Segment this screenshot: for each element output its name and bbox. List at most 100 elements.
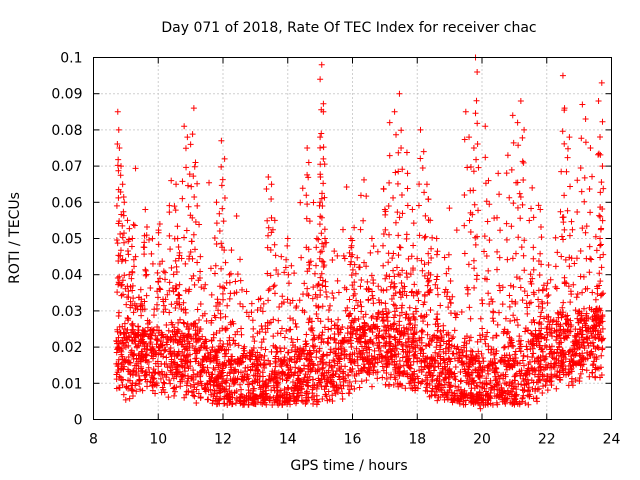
data-point: [428, 245, 435, 252]
data-point: [464, 164, 471, 171]
data-point: [187, 141, 194, 148]
data-point: [524, 292, 531, 299]
data-point: [392, 351, 399, 358]
data-point: [494, 401, 501, 408]
data-point: [172, 207, 179, 214]
data-point: [296, 297, 303, 304]
data-point: [254, 379, 261, 386]
data-point: [554, 309, 561, 316]
data-point: [401, 328, 408, 335]
data-point: [250, 387, 257, 394]
data-point: [202, 345, 209, 352]
data-point: [509, 112, 516, 119]
data-point: [303, 355, 310, 362]
data-point: [487, 400, 494, 407]
data-point: [375, 297, 382, 304]
data-point: [441, 254, 448, 261]
data-point: [589, 350, 596, 357]
data-point: [323, 293, 330, 300]
data-point: [447, 310, 454, 317]
data-point: [403, 149, 410, 156]
data-point: [195, 360, 202, 367]
data-point: [182, 260, 189, 267]
data-point: [318, 61, 325, 68]
data-point: [346, 386, 353, 393]
data-point: [567, 299, 574, 306]
data-point: [279, 401, 286, 408]
data-point: [499, 284, 506, 291]
data-point: [485, 177, 492, 184]
data-point: [418, 257, 425, 264]
data-point: [425, 196, 432, 203]
data-point: [285, 349, 292, 356]
data-point: [559, 304, 566, 311]
data-point: [311, 270, 318, 277]
data-point: [135, 327, 142, 334]
data-point: [407, 365, 414, 372]
data-point: [305, 394, 312, 401]
data-point: [448, 395, 455, 402]
data-point: [255, 368, 262, 375]
data-point: [209, 371, 216, 378]
data-point: [514, 322, 521, 329]
data-point: [488, 296, 495, 303]
data-point: [426, 277, 433, 284]
data-point: [357, 326, 364, 333]
data-point: [353, 297, 360, 304]
data-point: [319, 329, 326, 336]
data-point: [216, 283, 223, 290]
data-point: [384, 318, 391, 325]
data-point: [560, 236, 567, 243]
data-point: [374, 315, 381, 322]
data-point: [580, 339, 587, 346]
data-point: [349, 351, 356, 358]
data-point: [468, 355, 475, 362]
data-point: [456, 400, 463, 407]
data-point: [177, 378, 184, 385]
data-point: [563, 321, 570, 328]
data-point: [303, 331, 310, 338]
data-point: [116, 218, 123, 225]
data-point: [154, 294, 161, 301]
data-point: [266, 377, 273, 384]
data-point: [522, 328, 529, 335]
data-point: [385, 348, 392, 355]
data-point: [296, 368, 303, 375]
y-axis-title: ROTI / TECUs: [7, 192, 23, 284]
data-point: [237, 369, 244, 376]
data-point: [147, 284, 154, 291]
data-point: [181, 337, 188, 344]
data-point: [182, 357, 189, 364]
data-point: [343, 286, 350, 293]
data-point: [319, 277, 326, 284]
data-point: [232, 278, 239, 285]
data-point: [348, 337, 355, 344]
data-point: [462, 372, 469, 379]
data-point: [579, 101, 586, 108]
data-point: [554, 346, 561, 353]
data-point: [445, 304, 452, 311]
data-point: [565, 349, 572, 356]
data-point: [255, 296, 262, 303]
data-point: [498, 384, 505, 391]
data-point: [370, 243, 377, 250]
data-point: [228, 247, 235, 254]
data-point: [115, 156, 122, 163]
data-point: [503, 170, 510, 177]
data-point: [117, 230, 124, 237]
data-point: [599, 118, 606, 125]
data-point: [351, 261, 358, 268]
data-point: [598, 179, 605, 186]
data-point: [504, 256, 511, 263]
data-point: [339, 226, 346, 233]
data-point: [307, 360, 314, 367]
data-point: [181, 234, 188, 241]
data-point: [453, 311, 460, 318]
data-point: [578, 356, 585, 363]
data-point: [116, 323, 123, 330]
data-point: [535, 296, 542, 303]
data-point: [319, 258, 326, 265]
data-point: [137, 286, 144, 293]
data-point: [332, 322, 339, 329]
data-point: [383, 375, 390, 382]
